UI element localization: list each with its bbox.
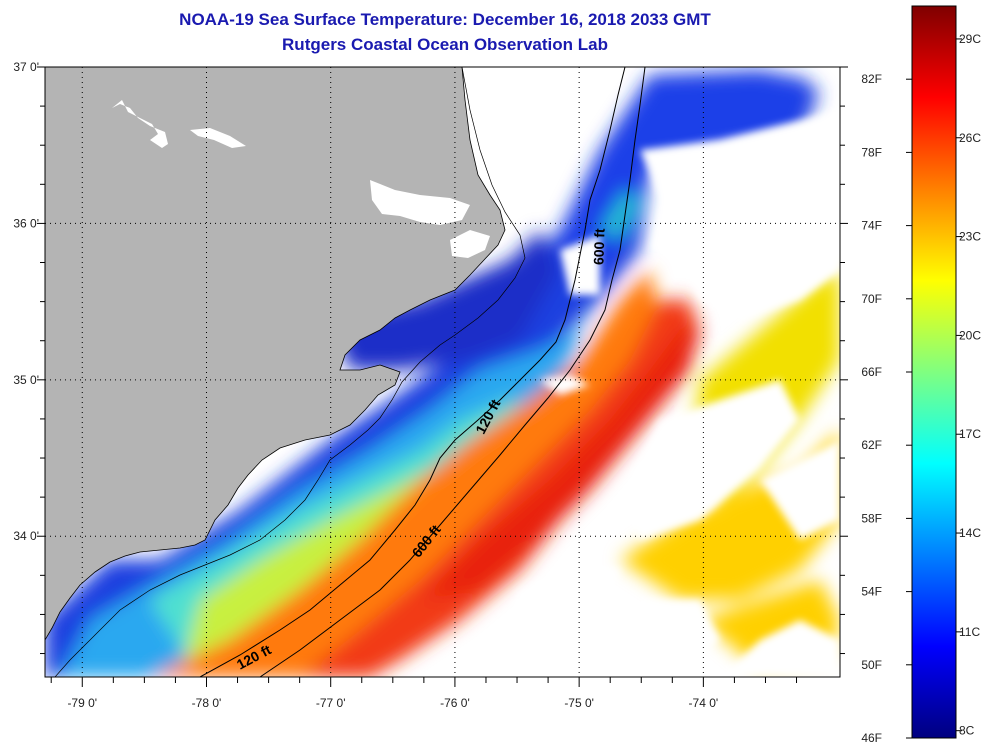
map-title: NOAA-19 Sea Surface Temperature: Decembe… [179,10,711,29]
colorbar-c-label: 26C [959,131,981,145]
lon-tick-label: -77 0' [316,696,346,710]
lat-tick-label: 36 0' [13,216,39,230]
inland-water [112,100,490,258]
cloud-mask [490,67,840,677]
contour-label: 600 ft [590,228,607,265]
colorbar-c-label: 17C [959,427,981,441]
colorbar-f-label: 54F [861,585,882,599]
colorbar-c-label: 29C [959,32,981,46]
colorbar-f-label: 66F [861,365,882,379]
colorbar-c-label: 11C [959,625,980,639]
coastline [54,67,526,677]
colorbar-f-label: 46F [861,731,882,745]
lon-tick-label: -79 0' [67,696,97,710]
lon-tick-label: -76 0' [440,696,470,710]
colorbar-c-label: 14C [959,526,981,540]
lat-tick-label: 35 0' [13,373,39,387]
contour-120ft [199,67,626,677]
colorbar-f-label: 62F [861,438,882,452]
map-subtitle: Rutgers Coastal Ocean Observation Lab [282,35,608,54]
colorbar-c-label: 8C [959,724,975,738]
lon-tick-label: -78 0' [192,696,222,710]
lon-tick-label: -74 0' [689,696,719,710]
colorbar-c-label: 20C [959,328,981,342]
colorbar-c-label: 23C [959,230,981,244]
colorbar-f-label: 82F [861,72,882,86]
graticule [45,66,840,677]
contour-600ft [259,67,646,677]
lon-tick-label: -75 0' [564,696,594,710]
colorbar-labels: 82F 78F 74F 70F 66F 62F 58F 54F 50F 46F 29C 26C 23C 2… [861,32,981,745]
colorbar-f-label: 74F [861,219,882,233]
colorbar-f-label: 70F [861,292,882,306]
colorbar-f-label: 58F [861,511,882,525]
axis-ticks [37,66,848,687]
colorbar-gradient [911,5,957,739]
colorbar-f-label: 50F [861,658,882,672]
map-frame [44,66,841,678]
colorbar-f-label: 78F [861,145,882,159]
lat-tick-label: 34 0' [13,529,39,543]
axis-labels: -79 0' -78 0' -77 0' -76 0' -75 0' -74 0' 37 0… [13,60,718,710]
lat-tick-label: 37 0' [13,60,39,74]
bathymetry-contours [199,67,646,677]
